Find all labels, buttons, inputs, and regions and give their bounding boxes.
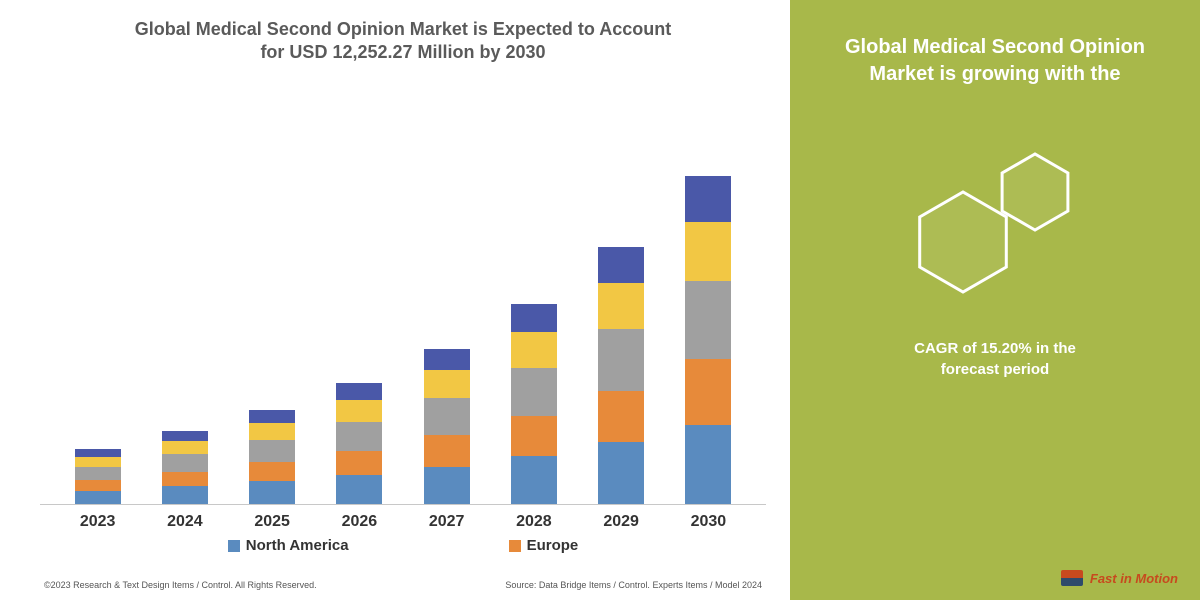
chart-panel: Global Medical Second Opinion Market is … [0,0,790,600]
bar-segment [685,281,731,360]
bar-segment [511,456,557,504]
bar-segment [424,349,470,371]
brand-icon [1061,570,1083,586]
bar-segment [598,283,644,329]
bar-segment [336,475,382,504]
brand-text: Fast in Motion [1090,571,1178,586]
bar-column [499,304,569,504]
bar-segment [75,467,121,480]
bar-segment [598,329,644,391]
bar-segment [685,425,731,504]
hexagon-graphic [885,122,1105,322]
stacked-bar [511,304,557,504]
bar-segment [249,410,295,423]
bar-segment [249,440,295,463]
x-axis-label: 2026 [324,513,394,531]
legend-swatch-icon [509,540,521,552]
bar-segment [511,332,557,368]
bar-segment [424,398,470,435]
stacked-bar [75,449,121,504]
bar-segment [511,416,557,456]
x-axis-label: 2025 [237,513,307,531]
stacked-bar-chart [40,79,766,505]
bar-segment [75,449,121,456]
summary-title-line-2: Market is growing with the [869,63,1120,85]
bar-segment [249,481,295,504]
bar-segment [336,422,382,451]
bar-segment [75,491,121,504]
bar-segment [162,472,208,487]
brand-badge: Fast in Motion [1061,570,1178,586]
stacked-bar [424,349,470,504]
stacked-bar [162,431,208,504]
legend-label: North America [246,537,349,554]
legend-label: Europe [527,537,579,554]
legend-item-north-america: North America [228,537,349,554]
x-axis-label: 2028 [499,513,569,531]
x-axis-label: 2029 [586,513,656,531]
bar-column [673,176,743,504]
cagr-text: CAGR of 15.20% in the forecast period [914,338,1076,380]
cagr-line-2: forecast period [941,361,1049,378]
bar-segment [162,454,208,472]
bar-column [412,349,482,504]
bar-segment [511,304,557,332]
bar-column [586,247,656,504]
bar-segment [336,383,382,400]
x-axis-label: 2027 [412,513,482,531]
bar-segment [424,370,470,398]
stacked-bar [249,410,295,504]
copyright-text: ©2023 Research & Text Design Items / Con… [44,580,317,590]
bar-segment [162,431,208,441]
chart-title: Global Medical Second Opinion Market is … [40,18,766,65]
bar-segment [162,486,208,504]
bar-segment [424,467,470,504]
bar-segment [598,442,644,504]
chart-footer: ©2023 Research & Text Design Items / Con… [40,580,766,590]
bar-segment [685,176,731,222]
title-line-2: for USD 12,252.27 Million by 2030 [260,42,545,62]
title-line-1: Global Medical Second Opinion Market is … [135,19,671,39]
bar-segment [249,423,295,440]
stacked-bar [598,247,644,504]
bar-segment [685,359,731,425]
legend-item-europe: Europe [509,537,579,554]
summary-title: Global Medical Second Opinion Market is … [845,34,1145,88]
bar-segment [336,400,382,422]
summary-title-line-1: Global Medical Second Opinion [845,36,1145,58]
x-axis-label: 2030 [673,513,743,531]
bar-segment [598,247,644,283]
source-text: Source: Data Bridge Items / Control. Exp… [505,580,762,590]
cagr-line-1: CAGR of 15.20% in the [914,340,1076,357]
bar-column [237,410,307,504]
bar-segment [249,462,295,481]
bar-segment [162,441,208,454]
hexagon-icon [885,122,1105,322]
bar-segment [598,391,644,442]
summary-panel: Global Medical Second Opinion Market is … [790,0,1200,600]
x-axis-label: 2024 [150,513,220,531]
bar-segment [424,435,470,466]
bar-segment [511,368,557,416]
chart-legend: North America Europe [40,537,766,554]
bar-column [324,383,394,504]
bar-segment [75,457,121,467]
legend-swatch-icon [228,540,240,552]
bar-segment [336,451,382,475]
bar-column [63,449,133,504]
stacked-bar [336,383,382,504]
stacked-bar [685,176,731,504]
bar-segment [685,222,731,281]
bar-column [150,431,220,504]
x-axis-label: 2023 [63,513,133,531]
bar-segment [75,480,121,491]
x-axis-labels: 2023 2024 2025 2026 2027 2028 2029 2030 [40,505,766,531]
